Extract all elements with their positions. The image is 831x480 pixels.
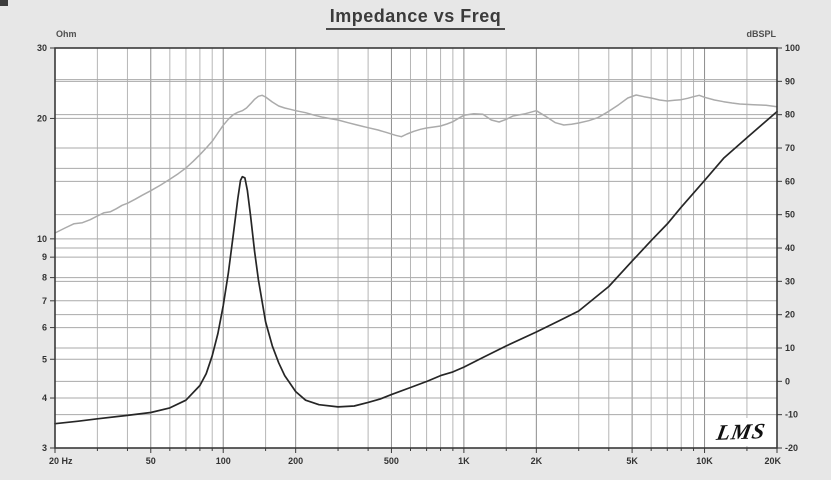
x-axis-tick-label: 1K	[458, 456, 470, 466]
screen-corner-artifact	[0, 0, 8, 6]
right-axis-tick-label: -10	[785, 410, 798, 420]
x-axis-tick-label: 2K	[531, 456, 543, 466]
series-impedance-curve	[54, 110, 778, 425]
right-axis-tick-label: 10	[785, 343, 795, 353]
left-axis-tick-label: 30	[37, 43, 47, 53]
left-axis-tick-label: 6	[42, 323, 47, 333]
x-axis-tick-label: 200	[288, 456, 303, 466]
lms-logo-text: LMS	[714, 418, 768, 445]
left-axis-tick-label: 7	[42, 296, 47, 306]
series-spl-curve	[54, 94, 778, 234]
left-axis-tick-label: 5	[42, 354, 47, 364]
right-axis-tick-label: -20	[785, 443, 798, 453]
right-axis-tick-label: 60	[785, 176, 795, 186]
left-axis-tick-label: 20	[37, 113, 47, 123]
right-axis-tick-label: 0	[785, 376, 790, 386]
x-axis-tick-label: 20K	[764, 456, 781, 466]
right-axis-tick-label: 100	[785, 43, 800, 53]
right-axis-tick-label: 70	[785, 143, 795, 153]
right-axis-tick-label: 90	[785, 76, 795, 86]
left-axis-tick-label: 10	[37, 234, 47, 244]
left-axis-tick-label: 4	[42, 393, 47, 403]
x-axis-tick-label: 50	[146, 456, 156, 466]
right-axis-tick-label: 40	[785, 243, 795, 253]
left-axis-tick-label: 8	[42, 273, 47, 283]
chart-title: Impedance vs Freq	[0, 6, 831, 30]
left-axis-tick-label: 9	[42, 252, 47, 262]
right-axis-tick-label: 50	[785, 210, 795, 220]
right-axis-tick-label: 30	[785, 276, 795, 286]
chart-title-text: Impedance vs Freq	[325, 6, 506, 30]
x-axis-tick-label: 5K	[626, 456, 638, 466]
x-axis-tick-label: 10K	[696, 456, 713, 466]
right-axis-tick-label: 20	[785, 310, 795, 320]
left-axis-tick-label: 3	[42, 443, 47, 453]
x-axis-tick-label: 20 Hz	[49, 456, 73, 466]
right-axis-unit-label: dBSPL	[746, 29, 776, 39]
x-axis-tick-label: 100	[216, 456, 231, 466]
lms-logo: LMS	[711, 418, 771, 446]
left-axis-unit-label: Ohm	[56, 29, 77, 39]
right-axis-tick-label: 80	[785, 110, 795, 120]
x-axis-tick-label: 500	[384, 456, 399, 466]
